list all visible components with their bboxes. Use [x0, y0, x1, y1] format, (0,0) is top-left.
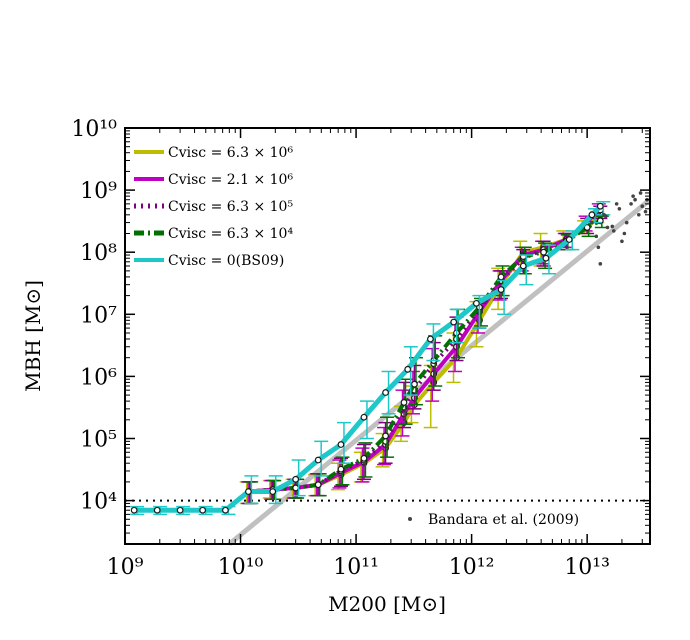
observation-point	[590, 220, 594, 225]
data-point	[222, 506, 229, 514]
observation-point	[643, 209, 648, 214]
data-point	[565, 236, 573, 243]
observation-point	[638, 191, 643, 195]
tick-layer: 10⁹ 10¹⁰ 10¹¹ 10¹² 10¹³ 10⁴ 10⁵ 10⁶ 10⁷ 10⁸ 10⁹ 10¹…	[71, 117, 650, 580]
data-point	[540, 248, 548, 256]
data-point	[314, 456, 322, 464]
data-point	[519, 262, 527, 270]
data-point	[450, 318, 458, 326]
observation-point	[624, 220, 629, 225]
legend-label-4: Cvisc = 0(BS09)	[168, 253, 284, 269]
x-tick-label: 10¹²	[449, 555, 495, 580]
series-line	[249, 208, 602, 494]
data-point	[153, 506, 161, 514]
observation-point	[594, 234, 599, 239]
observation-point	[596, 245, 601, 250]
x-tick-label: 10⁹	[107, 555, 144, 580]
legend-label-1: Cvisc = 2.1 × 10⁶	[168, 172, 293, 188]
data-point	[360, 454, 368, 462]
legend-label-2: Cvisc = 6.3 × 10⁵	[168, 199, 293, 215]
y-tick-label: 10⁷	[80, 303, 117, 328]
legend-label-0: Cvisc = 6.3 × 10⁶	[168, 145, 293, 161]
data-point	[269, 488, 277, 495]
data-point	[292, 484, 300, 492]
observation-point	[603, 214, 608, 218]
legend-label-3: Cvisc = 6.3 × 10⁴	[168, 226, 293, 242]
observation-point	[614, 202, 619, 206]
series-line	[249, 219, 602, 494]
y-axis-title: MBH [M⊙]	[21, 280, 45, 392]
data-point	[130, 506, 138, 514]
data-point	[588, 211, 596, 219]
data-point	[382, 389, 389, 396]
data-point	[360, 413, 368, 421]
data-point	[427, 335, 434, 343]
series-layer	[130, 200, 611, 516]
x-tick-label: 10¹³	[564, 555, 610, 580]
x-tick-label: 10¹⁰	[218, 555, 264, 580]
observation-legend-label: Bandara et al. (2009)	[428, 512, 579, 528]
y-tick-label: 10⁸	[80, 241, 117, 266]
observation-point	[622, 231, 627, 236]
data-point	[497, 273, 505, 281]
y-tick-label: 10¹⁰	[71, 117, 117, 142]
observation-legend: Bandara et al. (2009)	[408, 512, 579, 528]
data-point	[199, 506, 207, 514]
legend: Cvisc = 6.3 × 10⁶ Cvisc = 2.1 × 10⁶ Cvisc …	[134, 145, 293, 269]
observation-point	[617, 206, 622, 211]
y-tick-label: 10⁶	[80, 365, 117, 390]
data-point	[245, 488, 252, 495]
data-point	[382, 432, 389, 440]
data-point	[583, 224, 591, 231]
data-point	[404, 365, 412, 373]
x-axis-title: M200 [M⊙]	[328, 592, 446, 616]
observation-point	[605, 225, 610, 230]
observation-point	[610, 224, 615, 229]
plot-frame	[124, 127, 651, 545]
data-point	[314, 481, 322, 489]
data-point	[176, 506, 184, 514]
observation-point	[633, 197, 637, 202]
observation-point	[640, 204, 645, 209]
data-point	[542, 254, 550, 262]
observation-legend-marker	[408, 517, 412, 521]
series-4	[130, 200, 611, 516]
observation-point	[631, 194, 635, 198]
data-point	[411, 380, 418, 388]
observation-point	[620, 239, 624, 244]
data-point	[472, 299, 480, 307]
data-point	[337, 465, 345, 473]
y-tick-label: 10⁹	[80, 179, 117, 204]
data-point	[497, 286, 505, 293]
y-tick-label: 10⁵	[80, 427, 117, 452]
observation-point	[629, 202, 633, 206]
plot-background	[125, 128, 650, 544]
series-line	[131, 203, 603, 513]
data-point	[400, 399, 408, 406]
data-point	[337, 441, 345, 448]
data-point	[596, 202, 604, 210]
x-tick-label: 10¹¹	[333, 555, 379, 580]
y-tick-label: 10⁴	[80, 490, 117, 515]
data-point	[292, 475, 300, 483]
observation-point	[637, 213, 641, 217]
observation-point	[611, 229, 616, 233]
observation-point	[598, 262, 603, 266]
